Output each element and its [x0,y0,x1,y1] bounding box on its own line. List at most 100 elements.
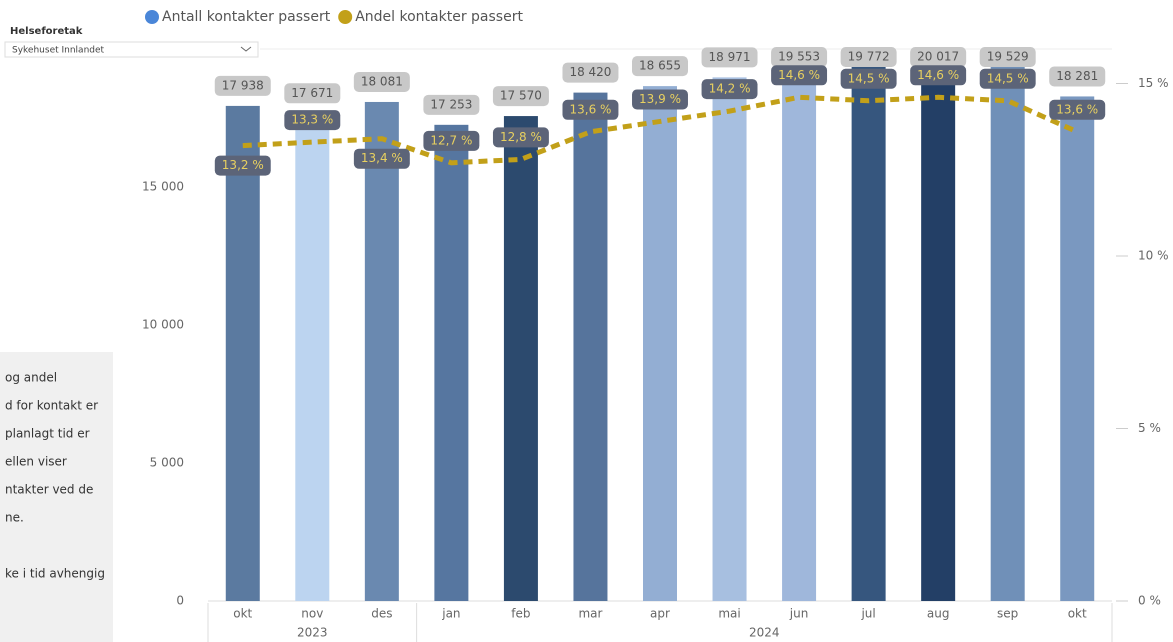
textbox-line: planlagt tid er [5,427,90,441]
textbox-line: ke i tid avhengig [5,567,105,581]
y-tick-label: 0 [176,594,184,608]
x-tick-label: okt [233,607,252,621]
line-label-text: 13,4 % [361,151,403,165]
bar [782,61,817,601]
line-label-bg [284,110,341,131]
bar-label: 18 081 [353,71,410,92]
bar-label-text: 19 529 [987,50,1029,64]
line-label-bg [632,89,688,110]
line-label-bg [423,130,480,151]
bar-label-bg [979,47,1036,67]
bar-label-text: 18 081 [361,74,403,88]
x-tick-label: feb [511,607,530,621]
bar [643,86,677,601]
bar-label-bg [701,47,758,68]
slicer-label: Helseforetak [10,26,83,37]
line-label: 13,4 % [353,148,410,169]
bar-label: 18 281 [1049,66,1106,87]
line-label: 13,6 % [1049,99,1106,120]
line-label-text: 12,7 % [430,133,472,147]
y-tick-label: 5 000 [150,456,184,470]
line-label: 14,5 % [840,68,897,89]
line-label-bg [562,99,619,120]
legend-label: Andel kontakter passert [355,9,523,25]
bar-label: 17 570 [492,86,549,107]
y-tick-label: 15 000 [142,180,184,194]
y2-tick-label: 15 % [1138,76,1169,90]
legend-swatch [145,10,159,24]
bar [503,116,538,602]
x-tick-label: des [371,607,392,621]
x-tick-label: nov [301,607,323,621]
x-tick-label: sep [997,607,1018,621]
bar-label-text: 18 655 [639,59,681,73]
bar-label-bg [353,71,410,92]
bar-label-bg [284,83,341,104]
line-label-text: 12,8 % [500,130,542,144]
bar-label-bg [632,56,688,77]
bar-label: 19 553 [771,47,828,67]
y-tick-label: 10 000 [142,318,184,332]
line-label: 13,2 % [214,155,271,176]
bar [990,61,1025,602]
textbox-line: ne. [5,511,24,525]
line-label-text: 13,9 % [639,92,681,106]
x-tick-label: okt [1068,607,1087,621]
line-label-text: 13,2 % [222,158,264,172]
bar-label: 17 253 [423,94,480,115]
textbox-line: og andel [5,371,57,385]
bar-label-bg [910,47,967,67]
bar [573,92,608,601]
year-label: 2024 [749,626,780,640]
bar-label-text: 17 938 [222,78,264,92]
line-label-text: 14,6 % [778,68,820,82]
y2-tick-label: 5 % [1138,421,1161,435]
y2-tick-label: 0 % [1138,594,1161,608]
bar-label: 20 017 [910,47,967,67]
line-label: 12,7 % [423,130,480,151]
x-tick-label: jun [789,607,809,621]
line-label-text: 14,5 % [848,71,890,85]
bar-label-bg [423,94,480,115]
year-label: 2023 [297,626,328,640]
slicer-value[interactable]: Sykehuset Innlandet [12,46,105,56]
line-label-bg [1049,99,1106,120]
line-label: 12,8 % [492,127,549,148]
bar [295,113,330,602]
bar-label-text: 20 017 [917,50,959,64]
bar [921,48,956,601]
line-label: 14,6 % [910,65,967,86]
bar-label: 17 938 [214,75,271,96]
line-label-bg [840,68,897,89]
line-label: 13,6 % [562,99,619,120]
bar-label-bg [771,47,828,67]
line-label-text: 14,6 % [917,68,959,82]
line-label: 14,2 % [701,79,758,100]
line-label-text: 13,3 % [291,113,333,127]
line-label-bg [979,68,1036,89]
bar-label: 19 772 [840,47,897,67]
chevron [240,46,252,52]
line-label-bg [701,79,758,100]
bar [434,124,469,601]
bar-label-text: 18 971 [709,50,751,64]
bar-label-text: 18 420 [569,65,611,79]
bar-label-bg [840,47,897,67]
bar-label: 18 971 [701,47,758,68]
line-label-bg [214,155,271,176]
slicer-dropdown[interactable] [4,41,259,58]
bar [712,77,747,602]
line-label: 13,3 % [284,110,341,131]
bar [851,55,886,602]
bar-label-bg [214,75,271,96]
line-label-bg [910,65,967,86]
bar [225,105,260,602]
bar-label-text: 17 253 [430,97,472,111]
bar-label: 18 655 [632,56,688,77]
bar-label-text: 18 281 [1056,69,1098,83]
textbox-line: ellen viser [5,455,67,469]
bar [1060,96,1095,601]
line-label-bg [353,148,410,169]
